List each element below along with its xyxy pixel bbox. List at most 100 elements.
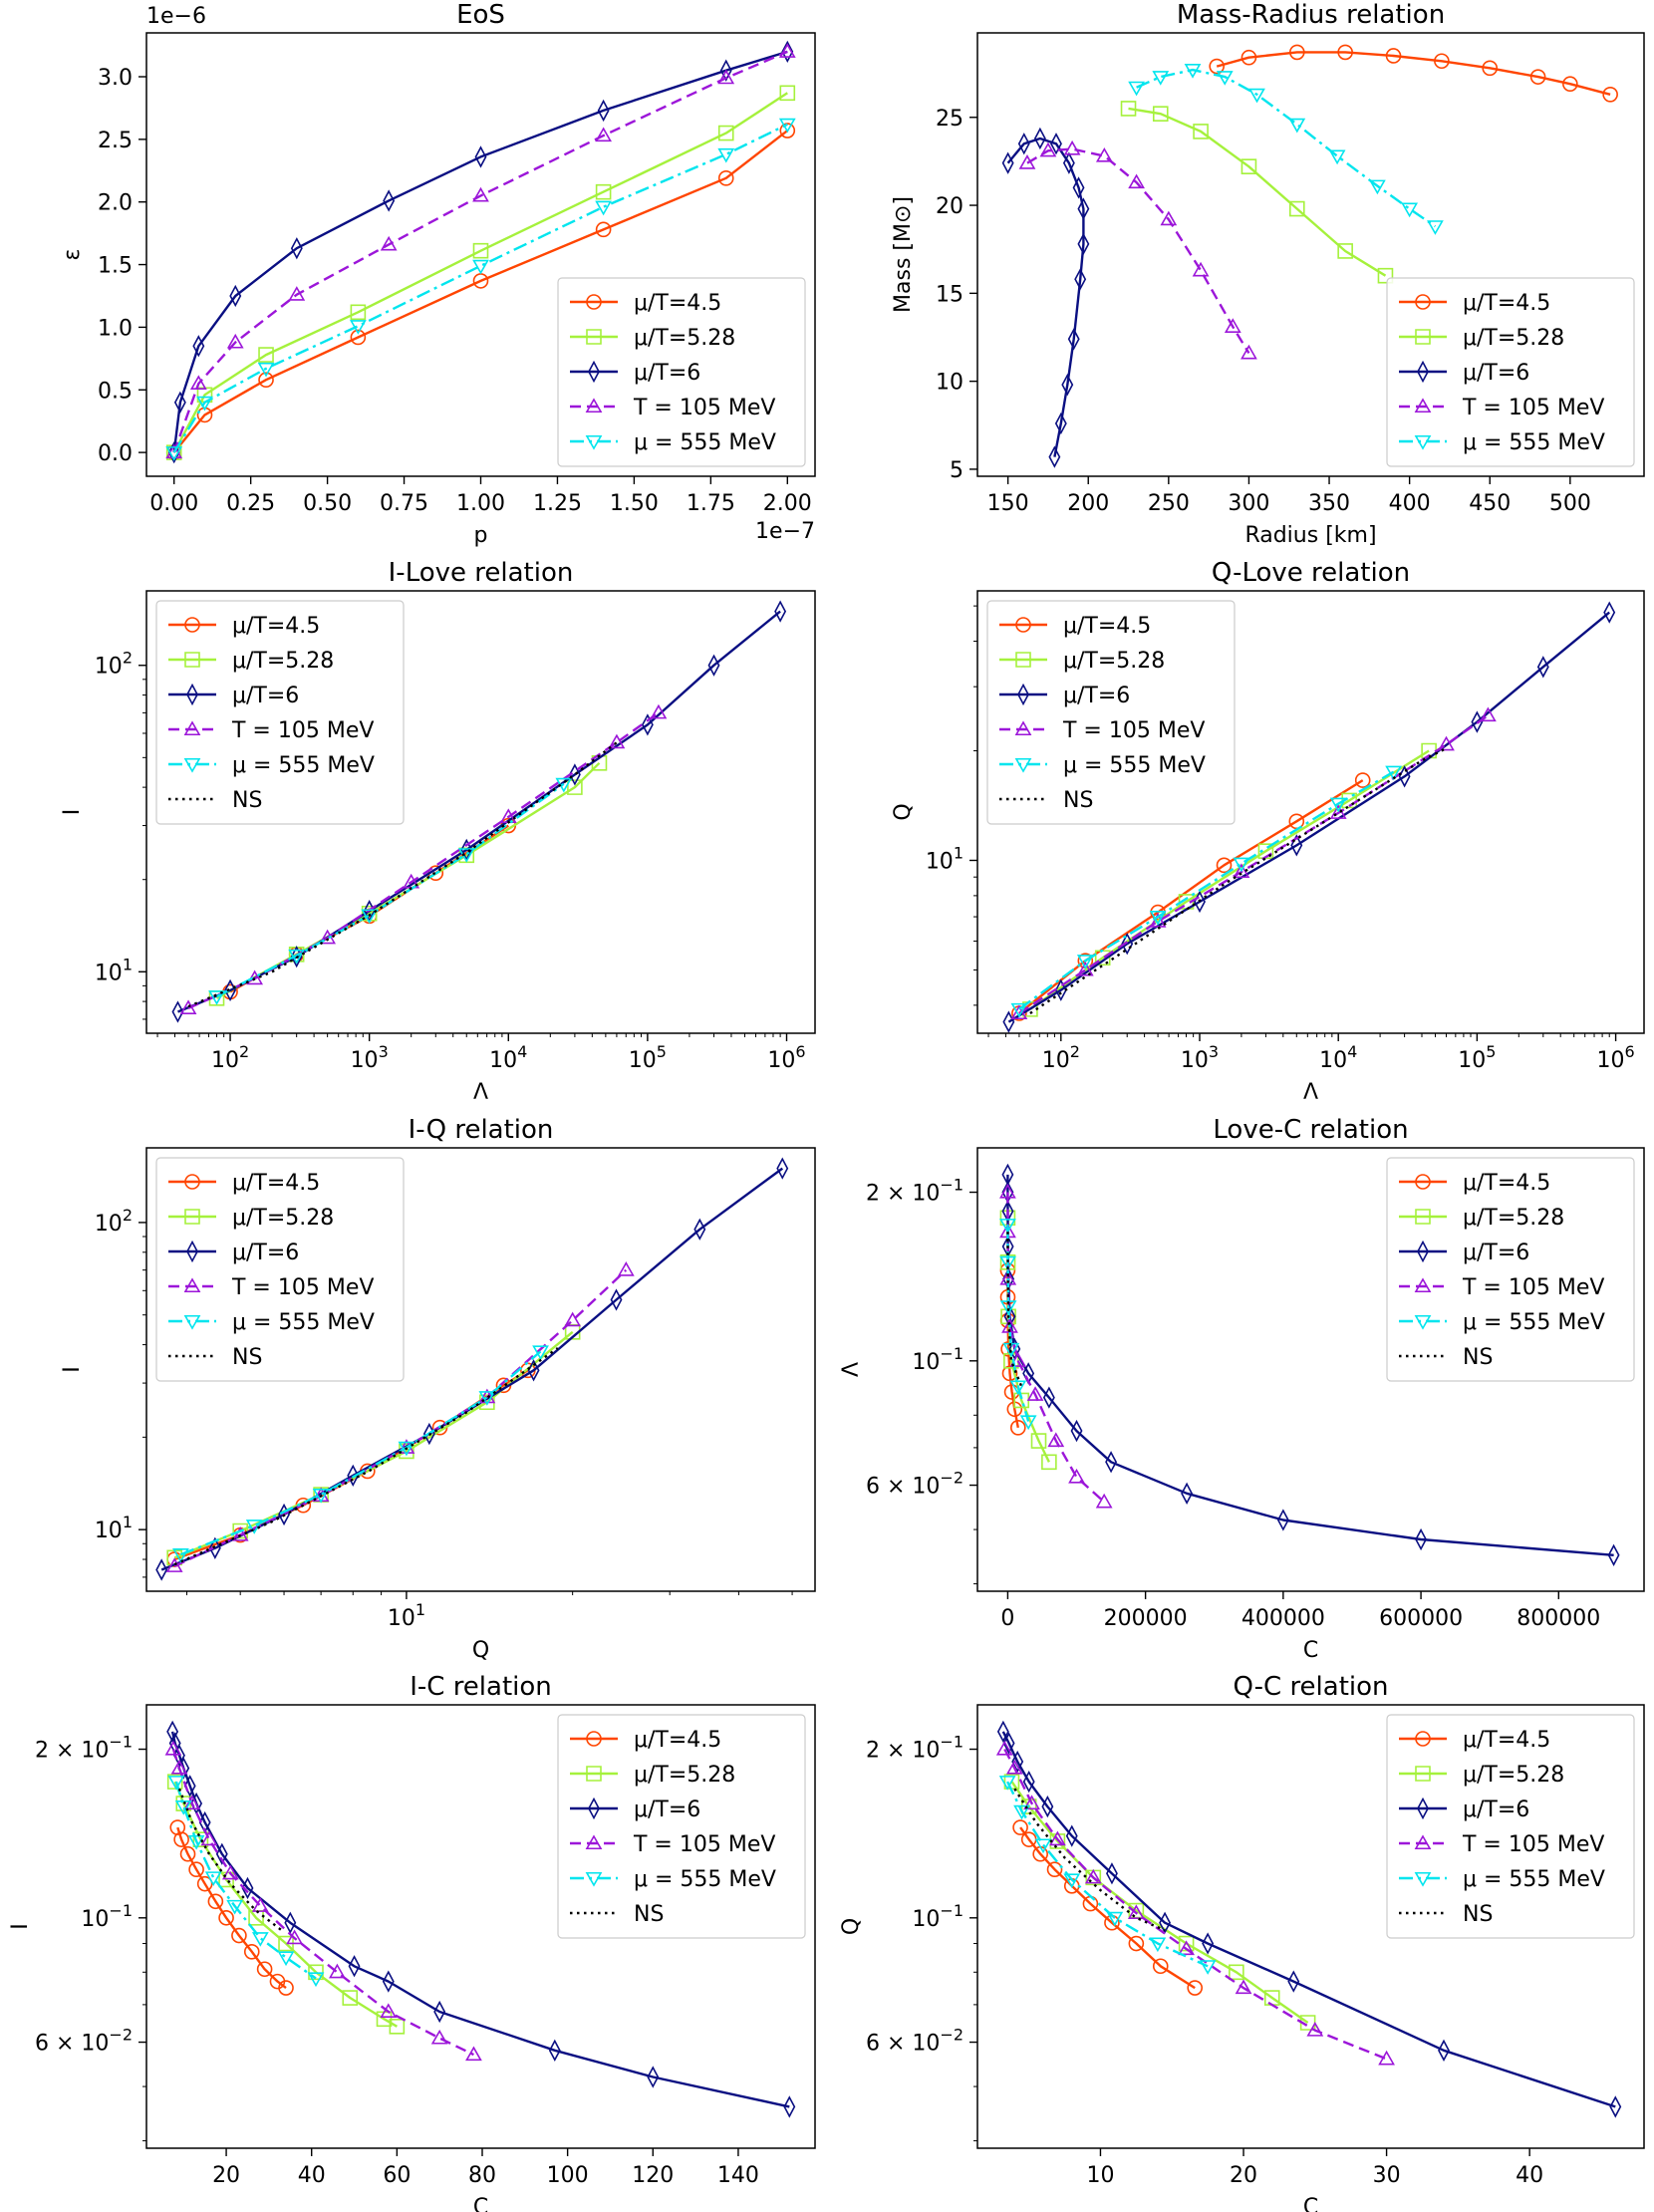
y-tick-label: 101 xyxy=(95,1513,133,1543)
data-point-t-6-7 xyxy=(597,99,610,123)
x-tick-label: 800000 xyxy=(1516,1606,1600,1631)
data-point-t-6-4 xyxy=(1041,1795,1054,1818)
y-axis-label: I xyxy=(60,809,85,816)
legend-label-t-6: μ/T=6 xyxy=(634,361,700,386)
data-point-t-105-mev-6 xyxy=(650,703,668,719)
x-axis-label: p xyxy=(474,523,488,548)
y-tick-label: 2 × 10−1 xyxy=(866,1733,964,1764)
x-tick-label: 100 xyxy=(547,2163,589,2188)
data-point-t-105-mev-0 xyxy=(165,1557,183,1572)
data-point-t-6-2 xyxy=(1001,1200,1014,1223)
data-point-555-mev-1 xyxy=(174,1800,192,1815)
x-axis-label: C xyxy=(1303,2195,1318,2212)
data-point-t-4-5-7 xyxy=(1529,69,1546,85)
data-point-t-5-28-4 xyxy=(1288,200,1305,217)
x-tick-label: 20 xyxy=(1230,2163,1257,2188)
legend-box xyxy=(557,277,806,467)
data-point-t-6-0 xyxy=(167,440,180,464)
data-point-t-4-5-0 xyxy=(1012,1819,1028,1835)
data-point-t-5-28-5 xyxy=(595,183,612,200)
data-point-t-6-9 xyxy=(781,40,794,64)
legend-label-t-4-5: μ/T=4.5 xyxy=(1463,1728,1550,1753)
data-point-t-105-mev-6 xyxy=(1192,261,1210,277)
legend-label-555-mev: μ = 555 MeV xyxy=(634,1867,776,1892)
series-line-t-5-28 xyxy=(1128,107,1387,277)
legend-label-555-mev: μ = 555 MeV xyxy=(1463,430,1605,455)
y-tick-label: 6 × 10−2 xyxy=(866,2026,964,2057)
chart-title: Love-C relation xyxy=(1213,1115,1408,1145)
legend-marker-t-5-28 xyxy=(184,1209,200,1225)
data-point-t-105-mev-0 xyxy=(1010,1004,1028,1020)
data-point-t-6-8 xyxy=(1603,601,1616,624)
legend-label-t-5-28: μ/T=5.28 xyxy=(232,649,334,674)
legend-marker-t-6 xyxy=(588,360,600,384)
data-point-t-5-28-1 xyxy=(999,1253,1016,1270)
data-point-t-6-9 xyxy=(1050,133,1062,155)
legend-label-ns: NS xyxy=(232,1345,262,1370)
legend-label-t-6: μ/T=6 xyxy=(1463,1797,1529,1822)
data-point-t-6-0 xyxy=(155,1558,168,1581)
data-point-t-6-12 xyxy=(1276,1509,1289,1531)
y-tick-label: 25 xyxy=(936,107,964,132)
data-point-t-6-6 xyxy=(610,1288,623,1311)
data-point-t-105-mev-7 xyxy=(1235,1979,1252,1995)
data-point-t-6-2 xyxy=(1011,1750,1024,1774)
legend-marker-t-5-28 xyxy=(1015,652,1031,668)
legend-marker-555-mev xyxy=(585,434,603,450)
data-point-555-mev-0 xyxy=(167,1776,185,1791)
data-point-t-6-7 xyxy=(693,1218,706,1241)
legend: μ/T=4.5 μ/T=5.28 μ/T=6 T = 105 MeV μ = 555 M… xyxy=(557,1714,806,1939)
data-point-t-105-mev-6 xyxy=(617,1261,635,1276)
data-point-555-mev-2 xyxy=(187,1834,205,1850)
data-point-t-4-5-6 xyxy=(218,1909,234,1926)
x-axis-label: Radius [km] xyxy=(1244,523,1376,548)
x-tick-label: 1.50 xyxy=(610,491,659,516)
data-point-t-6-2 xyxy=(1121,933,1134,956)
x-tick-label: 60 xyxy=(383,2163,411,2188)
x-tick-label: 2.00 xyxy=(763,491,812,516)
chart-title: Q-Love relation xyxy=(1212,558,1410,588)
data-point-t-6-2 xyxy=(192,335,205,358)
series-group xyxy=(995,1720,1622,2118)
data-point-t-6-3 xyxy=(177,1757,190,1780)
data-point-555-mev-4 xyxy=(1248,88,1265,104)
legend-label-t-105-mev: T = 105 MeV xyxy=(231,1275,374,1300)
x-tick-label: 600000 xyxy=(1379,1606,1463,1631)
data-point-t-4-5-7 xyxy=(779,123,796,138)
data-point-t-5-28-7 xyxy=(779,85,796,102)
legend-marker-t-4-5 xyxy=(586,1731,602,1747)
data-point-t-4-5-7 xyxy=(1009,1420,1026,1436)
data-point-t-105-mev-1 xyxy=(1005,1759,1023,1775)
data-point-t-5-28-5 xyxy=(278,1935,294,1952)
data-point-t-5-28-5 xyxy=(1178,1935,1195,1952)
data-point-t-6-11 xyxy=(1017,133,1030,155)
data-point-t-4-5-5 xyxy=(595,221,612,238)
data-point-t-5-28-7 xyxy=(1263,1990,1280,2006)
data-point-t-6-3 xyxy=(229,284,242,308)
data-point-555-mev-0 xyxy=(1010,1002,1028,1018)
data-point-555-mev-5 xyxy=(1288,118,1306,134)
data-point-t-4-5-6 xyxy=(1482,60,1499,77)
data-point-t-6-4 xyxy=(460,838,473,862)
data-point-t-5-28-3 xyxy=(1240,158,1257,175)
data-point-t-105-mev-4 xyxy=(478,1388,496,1404)
chart-title: I-Q relation xyxy=(409,1115,554,1145)
x-tick-label: 500 xyxy=(1549,491,1591,516)
legend-label-555-mev: μ = 555 MeV xyxy=(1063,753,1206,778)
series-line-555-mev xyxy=(174,1781,317,1980)
data-point-t-6-6 xyxy=(1077,197,1090,220)
data-point-555-mev-1 xyxy=(196,396,213,412)
data-point-t-6-6 xyxy=(1471,710,1484,733)
data-point-t-5-28-5 xyxy=(1337,243,1353,259)
legend-label-t-105-mev: T = 105 MeV xyxy=(1462,396,1604,420)
data-point-t-6-8 xyxy=(1062,151,1075,174)
data-point-t-6-8 xyxy=(1202,1932,1215,1955)
data-point-555-mev-2 xyxy=(312,1488,330,1504)
x-axis-label: C xyxy=(473,2195,488,2212)
data-point-t-4-5-4 xyxy=(196,1875,213,1892)
y-axis-label: Mass [M⊙] xyxy=(891,196,916,313)
data-point-t-105-mev-3 xyxy=(1095,146,1113,162)
data-point-t-4-5-2 xyxy=(1288,44,1305,61)
data-point-555-mev-5 xyxy=(1149,1937,1167,1953)
